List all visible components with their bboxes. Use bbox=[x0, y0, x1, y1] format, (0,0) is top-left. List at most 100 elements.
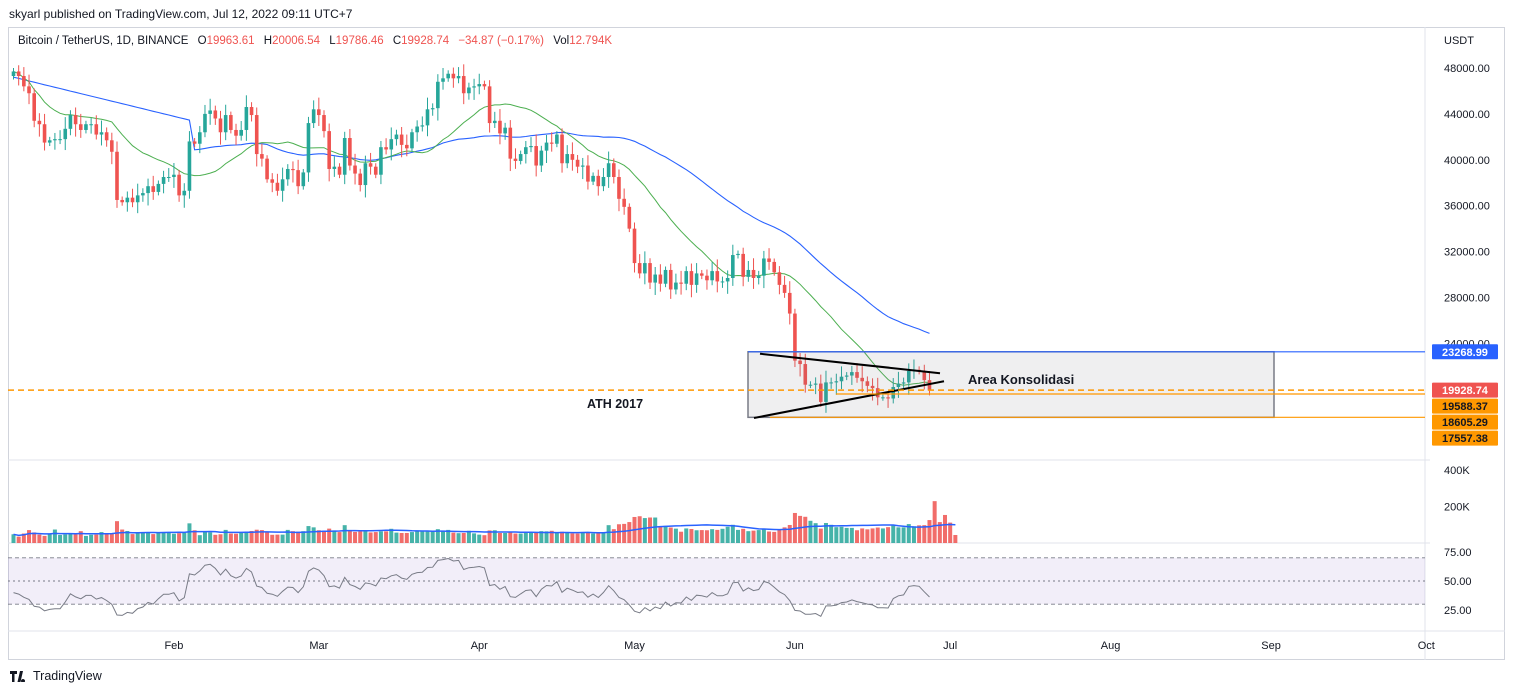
candle-body bbox=[11, 71, 16, 77]
volume-bar bbox=[544, 531, 549, 543]
volume-bar bbox=[870, 528, 875, 543]
candle-body bbox=[301, 172, 306, 187]
candle-body bbox=[384, 147, 388, 150]
price-tick-label: 36000.00 bbox=[1444, 201, 1490, 213]
volume-bar bbox=[151, 534, 156, 543]
volume-bar bbox=[342, 525, 347, 543]
triangle-lower-line bbox=[753, 380, 945, 419]
volume-bar bbox=[83, 535, 88, 543]
volume-bar bbox=[927, 520, 932, 543]
candle-body bbox=[22, 76, 26, 87]
candle-body bbox=[172, 174, 176, 178]
candle-body bbox=[762, 258, 766, 276]
candles bbox=[11, 64, 932, 413]
volume-bar bbox=[430, 531, 435, 543]
price-tick-label: 44000.00 bbox=[1444, 109, 1490, 121]
volume-bar bbox=[658, 526, 663, 543]
candle-body bbox=[332, 166, 337, 169]
price-tick-label: 32000.00 bbox=[1444, 247, 1490, 259]
volume-bar bbox=[487, 530, 492, 543]
candle-body bbox=[694, 273, 699, 285]
volume-bar bbox=[466, 530, 471, 543]
candle-body bbox=[668, 269, 673, 290]
volume-bar bbox=[21, 533, 26, 543]
candle-body bbox=[622, 198, 626, 207]
candle-body bbox=[906, 370, 911, 383]
change-value: −34.87 (−0.17%) bbox=[458, 35, 544, 47]
candle-body bbox=[120, 199, 124, 203]
candle-body bbox=[710, 271, 714, 281]
candle-body bbox=[275, 182, 280, 191]
volume-ma-line bbox=[13, 523, 956, 537]
price-label-badge bbox=[1432, 398, 1498, 414]
volume-bar bbox=[223, 529, 228, 543]
volume-bar bbox=[523, 532, 528, 543]
candle-body bbox=[208, 110, 212, 114]
volume-bar bbox=[120, 529, 125, 543]
volume-bar bbox=[518, 533, 523, 543]
candle-body bbox=[772, 261, 777, 273]
candle-body bbox=[653, 274, 657, 283]
candle-body bbox=[280, 179, 285, 191]
candle-body bbox=[322, 115, 326, 132]
candle-body bbox=[544, 142, 549, 151]
volume-bar bbox=[234, 533, 239, 543]
volume-bar bbox=[177, 533, 182, 543]
candle-body bbox=[270, 179, 275, 183]
volume-bar bbox=[673, 528, 678, 543]
volume-bar bbox=[917, 525, 922, 543]
volume-bar bbox=[404, 532, 409, 543]
candle-body bbox=[751, 269, 756, 278]
volume-bar bbox=[316, 530, 321, 543]
candle-body bbox=[901, 382, 906, 384]
volume-bar bbox=[529, 532, 533, 543]
candle-body bbox=[285, 168, 290, 180]
candle-body bbox=[311, 109, 316, 124]
candle-body bbox=[627, 206, 632, 229]
volume-bar bbox=[135, 532, 140, 543]
candle-body bbox=[601, 177, 606, 187]
volume-bar bbox=[52, 529, 57, 543]
candle-body bbox=[679, 282, 683, 284]
volume-bar bbox=[679, 531, 684, 543]
volume-bar bbox=[813, 523, 818, 543]
candle-body bbox=[787, 292, 792, 314]
volume-bar bbox=[161, 532, 166, 543]
candle-body bbox=[922, 370, 927, 381]
candle-body bbox=[472, 86, 476, 88]
candle-body bbox=[265, 158, 269, 180]
volume-bar bbox=[570, 533, 575, 543]
open-value: 19963.61 bbox=[206, 35, 255, 47]
candle-body bbox=[824, 382, 828, 402]
volume-bar bbox=[834, 527, 839, 543]
volume-bar bbox=[823, 522, 828, 543]
tradingview-logo-icon bbox=[10, 670, 25, 682]
volume-bar bbox=[627, 522, 632, 543]
candle-body bbox=[508, 127, 513, 159]
candle-body bbox=[637, 263, 642, 274]
candle-body bbox=[415, 126, 419, 133]
candle-body bbox=[177, 174, 181, 196]
volume-label: Vol bbox=[553, 35, 570, 47]
price-tick-label: 48000.00 bbox=[1444, 63, 1490, 75]
volume-bar bbox=[906, 524, 911, 543]
volume-bar bbox=[441, 531, 446, 543]
candle-body bbox=[705, 275, 709, 281]
candle-body bbox=[798, 360, 802, 365]
rsi-tick-label: 25.00 bbox=[1444, 605, 1472, 617]
candle-body bbox=[436, 81, 440, 109]
volume-bar bbox=[456, 533, 461, 543]
volume-bar bbox=[684, 528, 689, 543]
candle-body bbox=[53, 139, 57, 141]
candle-body bbox=[674, 282, 678, 290]
volume-bar bbox=[922, 525, 927, 543]
candle-body bbox=[89, 124, 93, 126]
price-label-badge bbox=[1432, 382, 1498, 398]
month-label: Mar bbox=[309, 640, 328, 652]
candle-body bbox=[73, 115, 78, 125]
candle-body bbox=[881, 397, 885, 399]
candle-body bbox=[725, 277, 730, 282]
volume-bar bbox=[829, 524, 834, 543]
volume-bar bbox=[42, 535, 47, 543]
